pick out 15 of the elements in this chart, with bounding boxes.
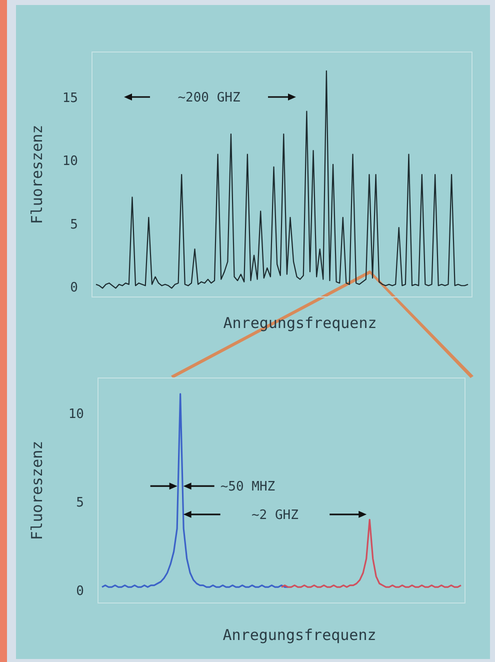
annotation: ~200 GHZ [178,90,240,106]
y-tick-label: 5 [70,217,78,232]
x-axis-title: Anregungsfrequenz [222,626,376,644]
annotation: ~2 GHZ [251,508,299,523]
y-tick-label: 10 [62,154,78,170]
y-tick-label: 0 [76,584,84,600]
line-series [280,518,462,588]
y-tick-label: 5 [76,496,84,511]
y-axis-title: Fluoreszenz [28,440,46,540]
y-axis-title: Fluoreszenz [28,124,46,224]
annotation: ~50 MHZ [220,480,276,495]
y-tick-label: 15 [62,91,78,106]
y-tick-label: 10 [68,406,84,422]
y-tick-label: 0 [70,280,78,296]
line-series [95,70,469,289]
